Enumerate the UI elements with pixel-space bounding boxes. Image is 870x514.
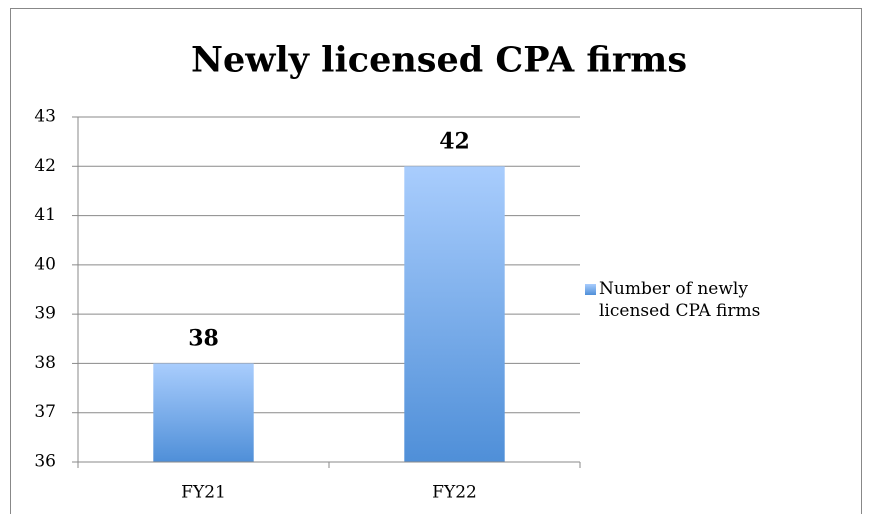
data-label: 38 (188, 325, 219, 351)
y-tick-label: 38 (34, 353, 56, 373)
x-tick-label: FY21 (181, 483, 226, 503)
y-tick-label: 39 (34, 304, 56, 324)
bar (404, 166, 505, 463)
y-tick-label: 37 (34, 402, 56, 422)
chart-title: Newly licensed CPA firms (191, 40, 687, 81)
y-tick-label: 36 (34, 452, 56, 472)
legend-label: Number of newly licensed CPA firms (599, 279, 761, 321)
y-tick-label: 43 (34, 107, 56, 127)
bar (153, 363, 254, 462)
chart-border (10, 8, 862, 514)
y-tick-label: 42 (34, 156, 56, 176)
y-tick-label: 41 (34, 205, 56, 225)
y-tick-label: 40 (34, 254, 56, 274)
data-label: 42 (439, 128, 470, 154)
x-tick-label: FY22 (432, 483, 477, 503)
legend-swatch (585, 284, 596, 295)
